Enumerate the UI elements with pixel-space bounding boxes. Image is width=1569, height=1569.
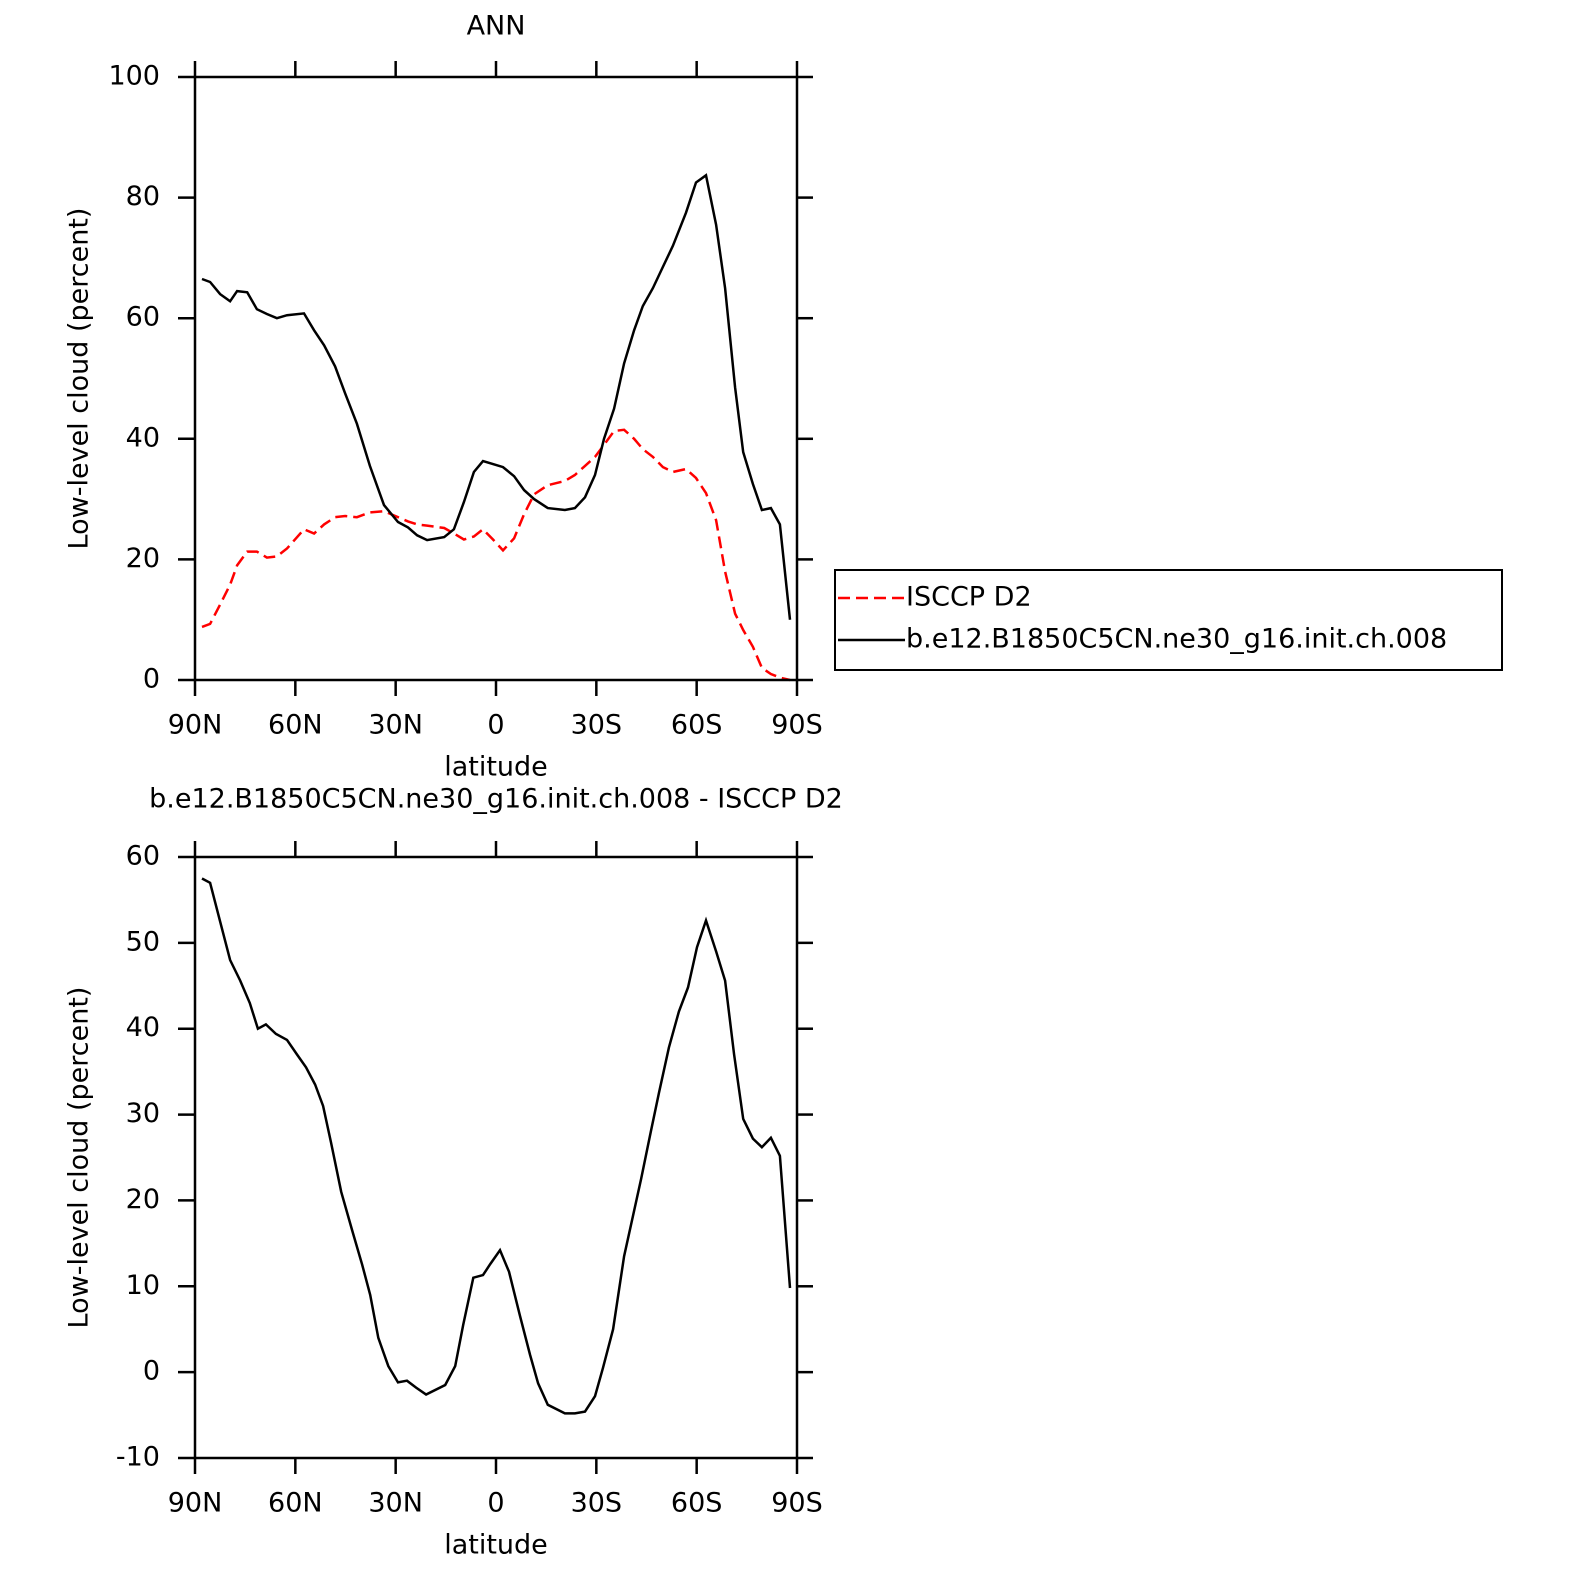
y-tick-label: 50 [126,926,160,957]
chart-title: ANN [467,11,526,42]
x-tick-label: 30N [368,1488,423,1519]
y-axis-label: Low-level cloud (percent) [64,208,95,550]
x-tick-label: 60N [268,710,323,741]
y-tick-label: 40 [126,1012,160,1043]
y-tick-label: 100 [108,61,160,92]
y-tick-label: 30 [126,1098,160,1129]
x-tick-label: 60N [268,1488,323,1519]
y-tick-label: -10 [116,1442,160,1473]
x-tick-label: 60S [671,1488,723,1519]
y-tick-label: 20 [126,543,160,574]
y-tick-label: 10 [126,1270,160,1301]
x-tick-label: 30S [571,710,623,741]
x-tick-label: 90N [168,710,223,741]
x-axis-label: latitude [444,752,548,783]
legend-label: b.e12.B1850C5CN.ne30_g16.init.ch.008 [906,624,1447,655]
x-tick-label: 30N [368,710,423,741]
legend-box [834,569,1503,671]
plot-frame [193,75,799,682]
y-tick-label: 60 [126,302,160,333]
x-tick-label: 60S [671,710,723,741]
data-line [201,877,792,1415]
x-tick-label: 90S [771,710,823,741]
x-tick-label: 0 [487,1488,504,1519]
chart-title: b.e12.B1850C5CN.ne30_g16.init.ch.008 - I… [149,784,843,815]
legend-label: ISCCP D2 [906,582,1032,613]
x-tick-label: 0 [487,710,504,741]
x-tick-label: 30S [571,1488,623,1519]
y-tick-label: 0 [143,664,160,695]
y-tick-label: 0 [143,1356,160,1387]
data-line [201,428,791,682]
y-tick-label: 80 [126,181,160,212]
x-tick-label: 90S [771,1488,823,1519]
y-tick-label: 20 [126,1184,160,1215]
plot-frame [193,855,799,1460]
y-tick-label: 40 [126,422,160,453]
x-axis-label: latitude [444,1530,548,1561]
data-line [201,173,792,620]
y-axis-label: Low-level cloud (percent) [64,987,95,1329]
x-tick-label: 90N [168,1488,223,1519]
y-tick-label: 60 [126,841,160,872]
